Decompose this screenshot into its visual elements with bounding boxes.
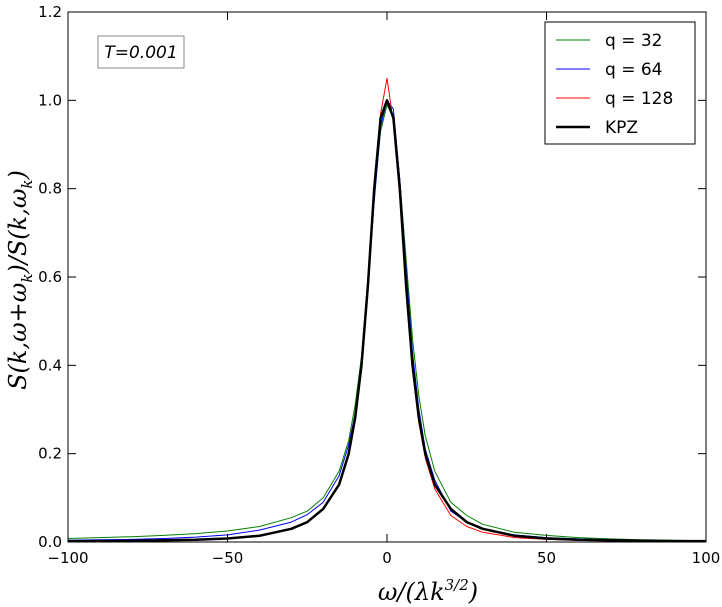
y-tick-label: 0.4 xyxy=(38,356,62,374)
y-axis-label: S(k,ω+ωk)/S(k,ωk) xyxy=(4,170,36,390)
x-tick-label: 50 xyxy=(537,549,556,567)
y-tick-label: 0.0 xyxy=(38,533,62,551)
y-tick-label: 0.6 xyxy=(38,268,62,286)
temperature-annotation: T=0.001 xyxy=(97,35,185,69)
y-tick-label: 0.2 xyxy=(38,445,62,463)
x-tick-label: −50 xyxy=(212,549,244,567)
legend-label-q64: q = 64 xyxy=(605,60,662,80)
x-axis-label: ω/(λk3/2) xyxy=(378,576,478,606)
annotation-box xyxy=(97,35,185,69)
legend-label-q128: q = 128 xyxy=(605,89,673,109)
legend: q = 32 q = 64 q = 128 KPZ xyxy=(544,21,696,145)
y-tick-label: 1.2 xyxy=(38,3,62,21)
annotation-text: T=0.001 xyxy=(104,43,177,63)
x-tick-label: 100 xyxy=(692,549,721,567)
x-tick-label: 0 xyxy=(382,549,392,567)
x-tick-label: −100 xyxy=(47,549,88,567)
series-line-q-128 xyxy=(68,77,706,542)
ticks-layer: −100 −50 0 50 100 0.0 0.2 0.4 0.6 0.8 1.0 1.2 xyxy=(38,3,720,567)
legend-label-kpz: KPZ xyxy=(605,118,638,138)
legend-label-q32: q = 32 xyxy=(605,31,662,51)
series-layer xyxy=(67,77,707,543)
legend-box xyxy=(544,21,696,145)
y-tick-label: 1.0 xyxy=(38,91,62,109)
series-line-kpz xyxy=(68,99,706,543)
series-line-q-32 xyxy=(67,104,707,542)
y-tick-label: 0.8 xyxy=(38,180,62,198)
series-line-q-64 xyxy=(67,99,706,542)
